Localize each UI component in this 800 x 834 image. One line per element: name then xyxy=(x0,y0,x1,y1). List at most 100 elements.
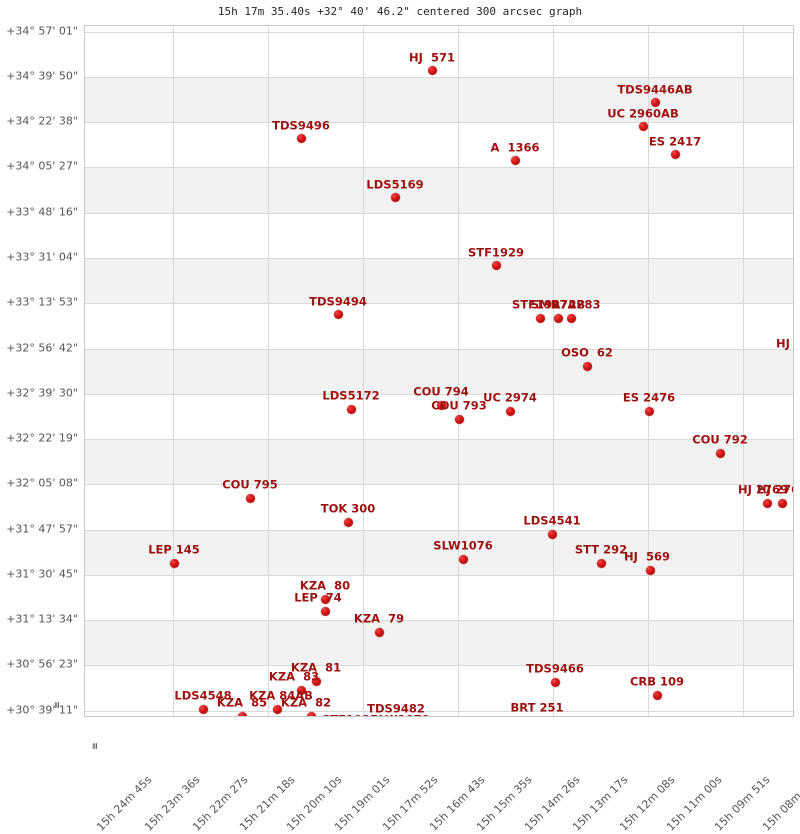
gridline-vertical xyxy=(458,26,459,716)
star-chart: 15h 17m 35.40s +32° 40' 46.2" centered 3… xyxy=(6,5,800,834)
star-label: KZA 79 xyxy=(353,611,405,626)
star-label: TDS9482 xyxy=(367,701,425,716)
star-marker[interactable] xyxy=(272,704,282,714)
y-axis-tick-label: +33° 13' 53" xyxy=(6,295,78,309)
star-marker[interactable] xyxy=(374,627,384,637)
star-marker[interactable] xyxy=(505,406,515,416)
star-label: UC 2960AB xyxy=(607,106,679,121)
star-label: STT 292 xyxy=(574,542,628,557)
star-label: LDS5169 xyxy=(366,177,424,192)
gridline-horizontal xyxy=(85,258,793,259)
star-label: HJ 2767 xyxy=(757,482,793,497)
star-marker[interactable] xyxy=(436,400,446,410)
star-label: SMR7AB xyxy=(530,297,586,312)
star-label: SLW1076 xyxy=(433,538,493,553)
star-marker[interactable] xyxy=(510,155,520,165)
star-label: TDS9496 xyxy=(272,118,330,133)
gridline-horizontal xyxy=(85,122,793,123)
gridline-vertical xyxy=(363,26,364,716)
star-label: KZA 80 xyxy=(299,578,351,593)
star-marker[interactable] xyxy=(427,65,437,75)
star-label: COU 795 xyxy=(222,477,278,492)
star-label: A 1366 xyxy=(490,140,540,155)
star-marker[interactable] xyxy=(390,192,400,202)
gridline-vertical xyxy=(553,26,554,716)
y-axis-tick-label: +32° 39' 30" xyxy=(6,386,78,400)
star-marker[interactable] xyxy=(311,676,321,686)
star-marker[interactable] xyxy=(296,685,306,695)
star-label: LDS4541 xyxy=(523,513,581,528)
star-label: HJ 2769 xyxy=(738,482,788,497)
star-marker[interactable] xyxy=(535,313,545,323)
star-label: TDS9466 xyxy=(526,661,584,676)
star-label: ES 2417 xyxy=(648,134,702,149)
star-label: KZA 82 xyxy=(280,695,332,710)
star-label: CRB 109 xyxy=(629,674,685,689)
star-marker[interactable] xyxy=(547,529,557,539)
star-marker[interactable] xyxy=(346,404,356,414)
gridline-horizontal xyxy=(85,665,793,666)
star-marker[interactable] xyxy=(491,260,501,270)
axis-band xyxy=(85,439,793,484)
star-marker[interactable] xyxy=(169,558,179,568)
star-marker[interactable] xyxy=(762,498,772,508)
plot-area: HJ 571 TDS9446AB UC 2960AB TDS9496 ES 2417 A … xyxy=(84,25,794,717)
star-marker[interactable] xyxy=(343,517,353,527)
star-label: HJ 566 xyxy=(776,336,790,351)
y-axis-tick-label: +33° 31' 04" xyxy=(6,250,78,264)
star-marker[interactable] xyxy=(320,606,330,616)
star-marker[interactable] xyxy=(245,493,255,503)
star-marker[interactable] xyxy=(650,97,660,107)
star-label: ES 2476 xyxy=(622,390,676,405)
star-marker[interactable] xyxy=(582,361,592,371)
star-label: SLW1079 xyxy=(370,714,429,716)
gridline-horizontal xyxy=(85,349,793,350)
star-marker[interactable] xyxy=(670,149,680,159)
star-marker[interactable] xyxy=(777,498,787,508)
y-axis-tick-label: +30° 56' 23" xyxy=(6,657,78,671)
star-label: KZA 83 xyxy=(268,669,320,684)
star-label: COU 792 xyxy=(692,432,748,447)
star-label: LDS5172 xyxy=(322,388,380,403)
star-marker[interactable] xyxy=(454,414,464,424)
y-axis-tick-label: +31° 47' 57" xyxy=(6,522,78,536)
star-marker[interactable] xyxy=(645,565,655,575)
star-label: STF1935 xyxy=(322,714,378,716)
star-label: TDS9446AB xyxy=(617,82,693,97)
star-label: COU 794 xyxy=(413,384,469,399)
y-axis-tick-label: +30° 39' 11" xyxy=(6,703,78,717)
star-label: LEP 74 xyxy=(294,590,342,605)
star-marker[interactable] xyxy=(458,554,468,564)
star-marker[interactable] xyxy=(198,704,208,714)
star-marker[interactable] xyxy=(296,133,306,143)
star-label: KZA 85 xyxy=(216,695,268,710)
star-label: HJ 571 xyxy=(409,50,455,65)
y-axis-tick-label: +32° 56' 42" xyxy=(6,341,78,355)
star-marker[interactable] xyxy=(533,717,542,718)
star-marker[interactable] xyxy=(596,558,606,568)
gridline-vertical xyxy=(173,26,174,716)
star-marker[interactable] xyxy=(320,594,330,604)
gridline-horizontal xyxy=(85,303,793,304)
star-marker[interactable] xyxy=(306,711,316,716)
gridline-horizontal xyxy=(85,439,793,440)
star-marker[interactable] xyxy=(652,690,662,700)
star-marker[interactable] xyxy=(644,406,654,416)
star-marker[interactable] xyxy=(550,677,560,687)
star-marker[interactable] xyxy=(566,313,576,323)
gridline-horizontal xyxy=(85,484,793,485)
star-marker[interactable] xyxy=(715,448,725,458)
y-axis-tick-label: +33° 48' 16" xyxy=(6,205,78,219)
star-label: TDS9494 xyxy=(309,294,367,309)
star-marker[interactable] xyxy=(553,313,563,323)
star-marker[interactable] xyxy=(638,121,648,131)
axis-band xyxy=(85,167,793,213)
star-marker[interactable] xyxy=(237,711,247,716)
star-label: OSO 62 xyxy=(561,345,613,360)
axis-band xyxy=(85,349,793,394)
star-label: LDS4548 xyxy=(174,688,232,703)
gridline-horizontal xyxy=(85,167,793,168)
star-marker[interactable] xyxy=(333,309,343,319)
axis-tick-glyph: ≡ xyxy=(50,701,61,709)
star-label: A 2283 xyxy=(551,297,601,312)
